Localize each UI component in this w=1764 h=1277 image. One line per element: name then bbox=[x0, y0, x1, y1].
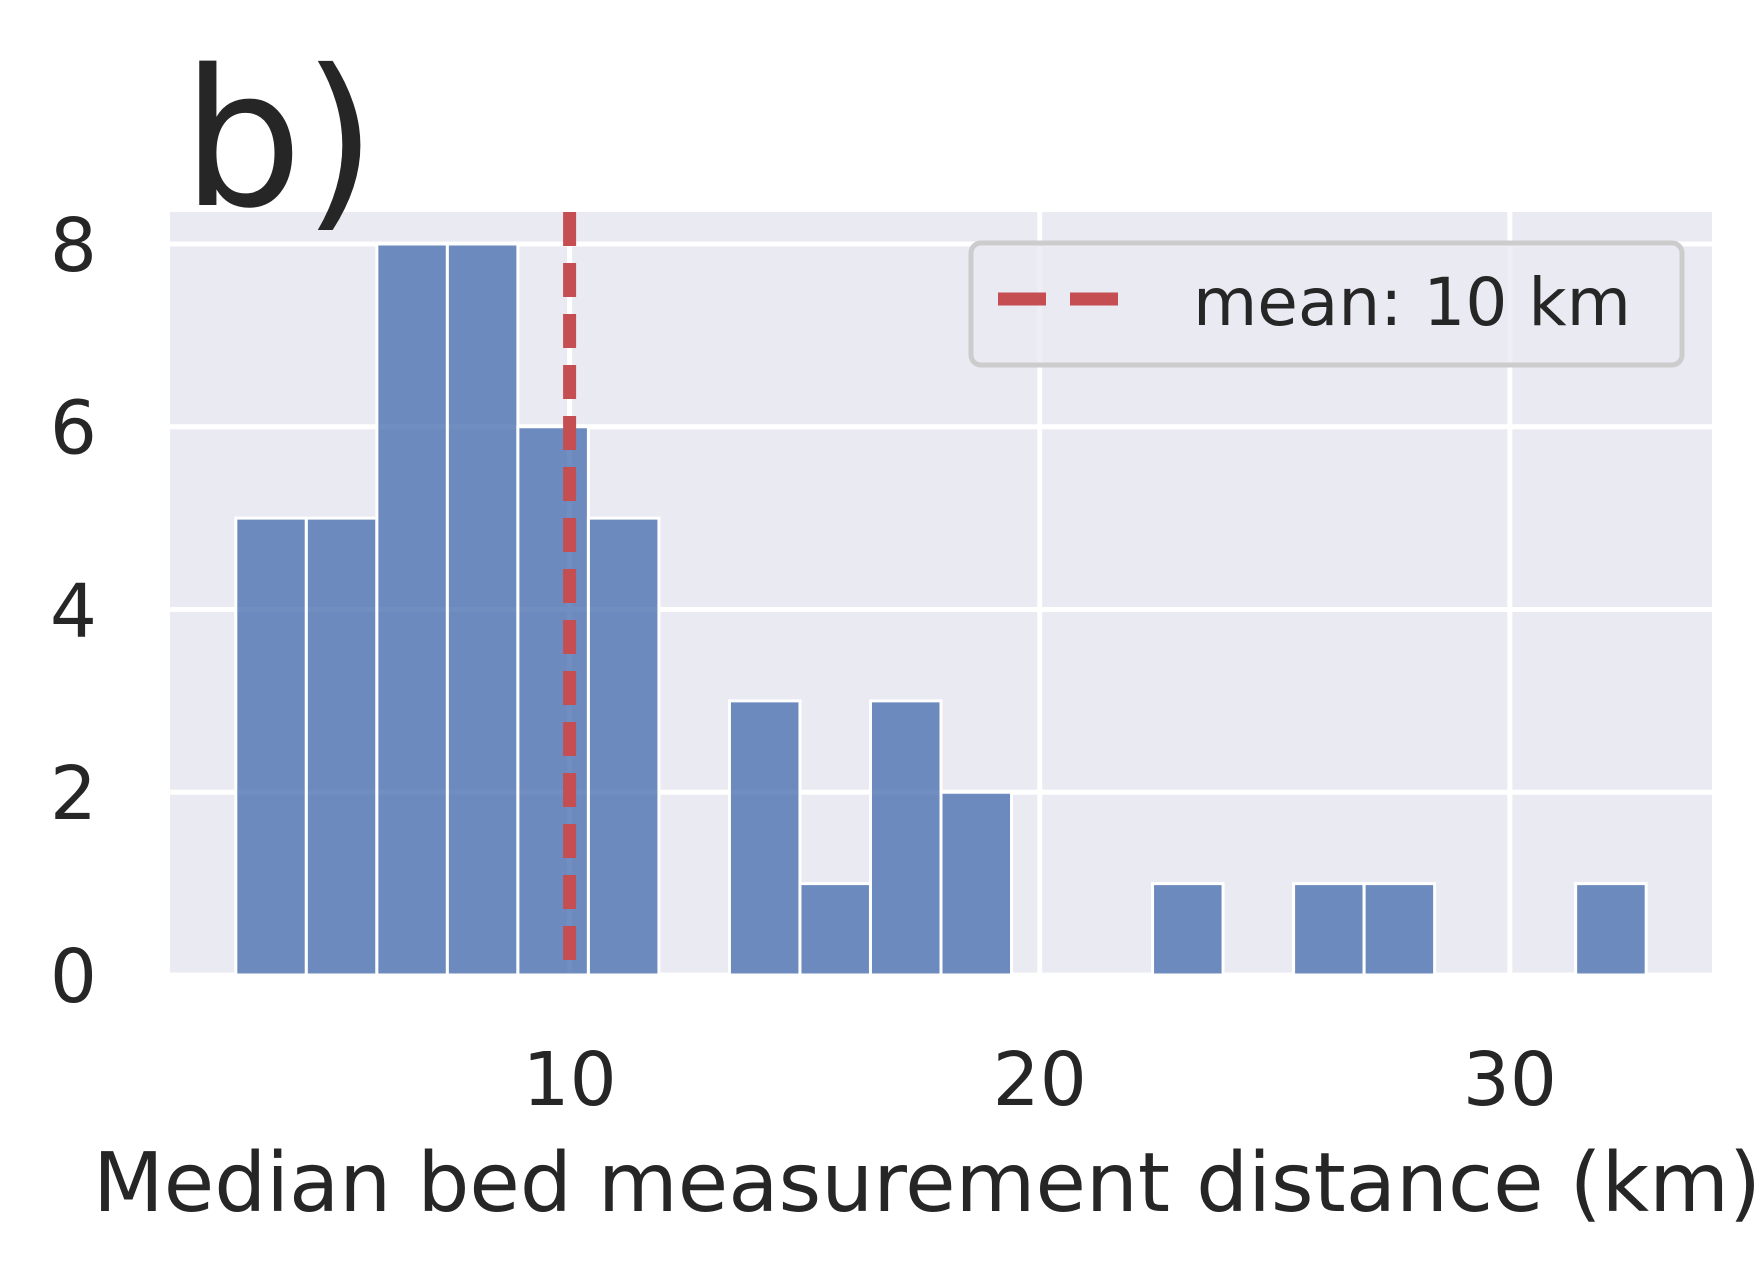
x-axis-label: Median bed measurement distance (km) bbox=[93, 1136, 1761, 1231]
y-tick-label-2: 2 bbox=[50, 751, 97, 837]
y-tick-label-0: 0 bbox=[50, 934, 97, 1020]
histogram-bar-16 bbox=[1362, 882, 1437, 977]
legend-label-mean: mean: 10 km bbox=[1193, 264, 1631, 341]
y-tick-label-6: 6 bbox=[50, 386, 97, 472]
histogram-bar-7 bbox=[727, 699, 802, 977]
histogram-bar-0 bbox=[234, 516, 308, 977]
axis-ticks: 0 2 4 6 8 10 20 30 bbox=[50, 203, 1557, 1123]
x-tick-label-20: 20 bbox=[993, 1037, 1087, 1123]
y-tick-label-8: 8 bbox=[50, 203, 97, 289]
histogram-bar-19 bbox=[1574, 882, 1648, 977]
histogram-bar-10 bbox=[939, 790, 1014, 977]
histogram-bar-1 bbox=[304, 516, 379, 977]
histogram-bar-3 bbox=[445, 242, 520, 977]
histogram-bar-13 bbox=[1151, 882, 1225, 977]
histogram-bar-15 bbox=[1292, 882, 1366, 977]
panel-label: b) bbox=[182, 29, 377, 250]
histogram-bar-4 bbox=[516, 425, 590, 977]
x-tick-label-10: 10 bbox=[523, 1037, 617, 1123]
histogram-bar-8 bbox=[798, 882, 872, 977]
histogram-bars bbox=[234, 242, 1648, 977]
legend-frame bbox=[968, 240, 1685, 368]
histogram-bar-9 bbox=[868, 699, 943, 977]
histogram-bar-5 bbox=[586, 516, 661, 977]
x-tick-label-30: 30 bbox=[1463, 1037, 1557, 1123]
histogram-bar-2 bbox=[375, 242, 449, 977]
legend: mean: 10 km bbox=[968, 240, 1685, 368]
y-tick-label-4: 4 bbox=[50, 568, 97, 654]
